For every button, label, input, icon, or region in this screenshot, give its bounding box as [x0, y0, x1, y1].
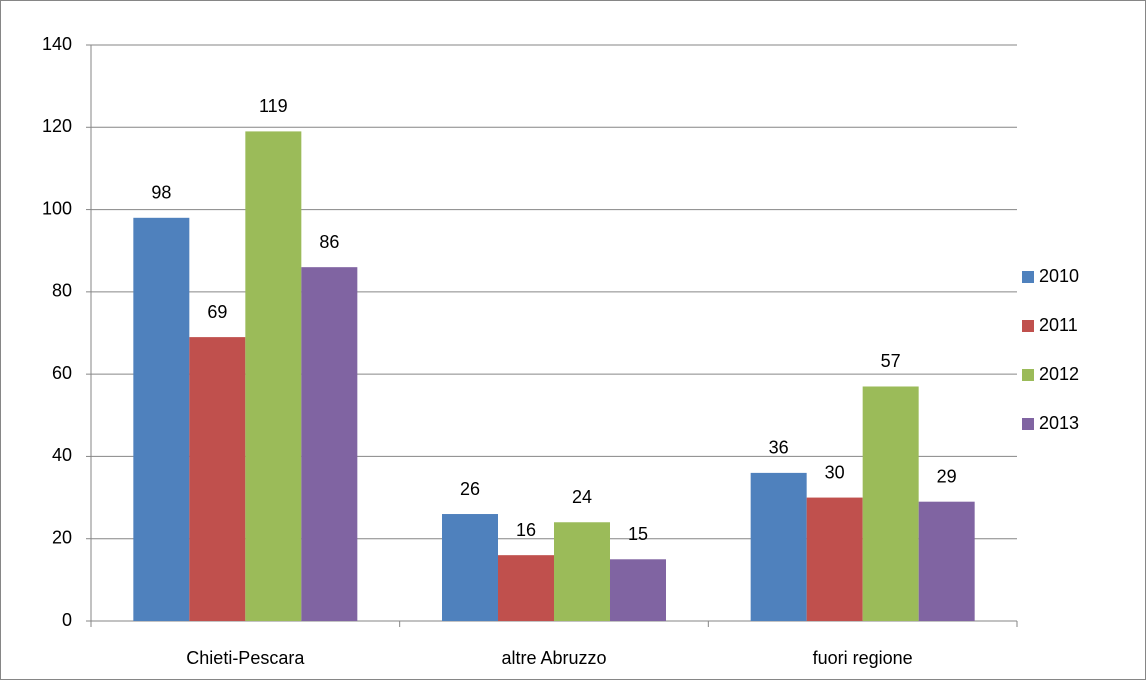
legend-swatch	[1022, 418, 1034, 430]
data-label: 26	[460, 479, 480, 499]
bar	[301, 267, 358, 621]
y-tick-label: 20	[52, 527, 72, 547]
bar	[133, 217, 190, 622]
y-tick-label: 140	[42, 34, 72, 54]
bar	[610, 559, 666, 621]
legend-label: 2012	[1039, 364, 1079, 384]
bar	[750, 472, 807, 621]
bar	[806, 497, 863, 621]
data-label: 69	[207, 302, 227, 322]
bar	[442, 514, 498, 621]
y-tick-label: 40	[52, 445, 72, 465]
y-tick-label: 120	[42, 116, 72, 136]
bar	[862, 386, 919, 621]
legend-swatch	[1022, 369, 1034, 381]
bar	[554, 522, 610, 621]
y-tick-label: 60	[52, 363, 72, 383]
bar	[918, 501, 975, 621]
data-label: 86	[319, 232, 339, 252]
y-tick-label: 100	[42, 198, 72, 218]
data-label: 36	[769, 438, 789, 458]
legend-swatch	[1022, 271, 1034, 283]
bar	[498, 555, 554, 621]
x-tick-label: Chieti-Pescara	[186, 648, 305, 668]
data-label: 15	[628, 524, 648, 544]
bar	[189, 337, 246, 621]
legend-label: 2010	[1039, 266, 1079, 286]
legend-label: 2013	[1039, 413, 1079, 433]
y-tick-label: 80	[52, 281, 72, 301]
x-tick-label: fuori regione	[813, 648, 913, 668]
data-label: 29	[937, 466, 957, 486]
legend-label: 2011	[1039, 315, 1078, 335]
data-label: 30	[825, 462, 845, 482]
data-label: 24	[572, 487, 592, 507]
y-tick-label: 0	[62, 610, 72, 630]
data-label: 119	[259, 96, 288, 116]
data-label: 98	[151, 183, 171, 203]
bar	[245, 131, 302, 621]
x-tick-label: altre Abruzzo	[501, 648, 606, 668]
legend-swatch	[1022, 320, 1034, 332]
data-label: 57	[881, 351, 901, 371]
data-label: 16	[516, 520, 536, 540]
